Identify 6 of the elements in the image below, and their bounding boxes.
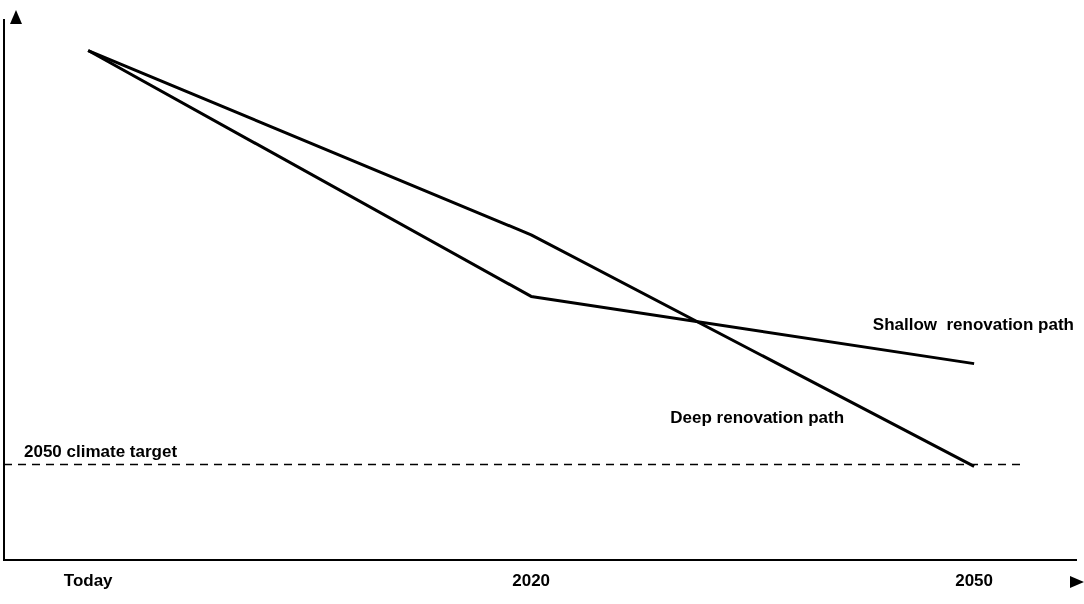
series-label: Shallow renovation path	[872, 314, 1074, 334]
x-tick-label: 2050	[955, 571, 994, 591]
series-label: Deep renovation path	[670, 407, 845, 427]
ref-line-label: 2050 climate target	[24, 441, 178, 461]
x-tick-label: 2020	[512, 571, 551, 591]
x-tick-label: Today	[63, 571, 114, 591]
